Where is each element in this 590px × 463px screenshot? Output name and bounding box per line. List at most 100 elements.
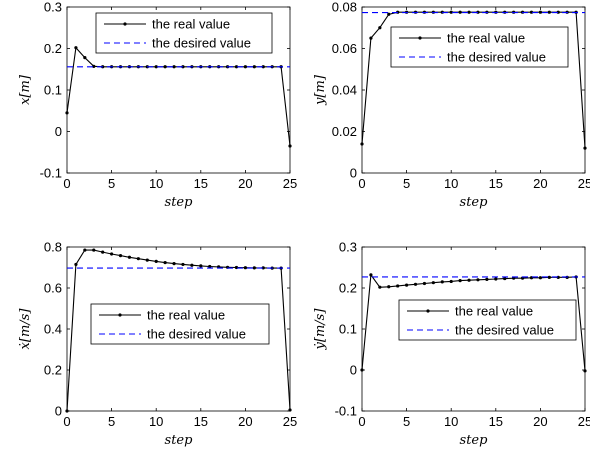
data-point — [181, 262, 185, 267]
data-point — [476, 278, 480, 282]
y-tick-label: 0 — [350, 166, 357, 181]
x-tick-label: 0 — [63, 414, 70, 429]
y-tick-label: 0.4 — [44, 322, 62, 337]
data-point — [360, 142, 364, 146]
y-tick-label: 0.2 — [44, 363, 62, 378]
data-point — [288, 144, 292, 148]
data-point — [190, 263, 194, 267]
legend-swatch-marker — [418, 36, 422, 40]
x-axis-label: step — [460, 433, 489, 448]
chart-panel-2: 0 5 10 15 20 25 0 0.02 0.04 0.06 0.08 step y[m] the r… — [313, 0, 590, 210]
data-point — [118, 254, 123, 258]
x-tick-label: 5 — [403, 176, 410, 191]
y-tick-label: 0.8 — [44, 240, 62, 255]
data-point — [101, 250, 105, 254]
data-point — [234, 65, 239, 69]
data-point — [261, 65, 265, 69]
data-point — [538, 276, 543, 280]
data-point — [431, 281, 435, 285]
data-point — [387, 285, 391, 289]
data-point — [458, 279, 462, 283]
data-point — [83, 56, 87, 60]
y-tick-label: 0.3 — [339, 240, 357, 255]
data-point — [369, 36, 373, 40]
data-point — [65, 409, 69, 413]
data-point — [145, 258, 149, 262]
x-tick-label: 0 — [358, 414, 365, 429]
x-tick-label: 15 — [489, 176, 503, 191]
data-point — [92, 248, 96, 252]
legend-box — [390, 26, 569, 68]
data-point — [369, 273, 373, 277]
y-axis-label: ẏ[m/s] — [313, 308, 328, 351]
y-axis-label: ẋ[m/s] — [18, 308, 33, 350]
y-tick-label: 0.2 — [339, 281, 357, 296]
y-tick-label: 0 — [55, 404, 62, 419]
data-point — [110, 252, 114, 256]
legend-swatch-marker — [426, 309, 430, 313]
legend-swatch-marker — [123, 22, 127, 26]
y-tick-label: 0.1 — [44, 83, 62, 98]
data-point — [252, 266, 256, 270]
legend-label: the real value — [455, 304, 533, 319]
data-point — [405, 283, 409, 287]
data-point — [547, 10, 551, 14]
data-point — [440, 280, 444, 284]
x-tick-label: 20 — [238, 414, 252, 429]
legend-swatch-marker — [118, 313, 122, 317]
x-tick-label: 20 — [238, 176, 252, 191]
data-point — [422, 281, 427, 286]
y-tick-label: 0 — [350, 363, 357, 378]
data-point — [485, 277, 489, 281]
x-tick-label: 10 — [444, 176, 458, 191]
y-tick-label: -0.1 — [40, 166, 62, 181]
data-point — [74, 46, 78, 50]
data-point — [583, 146, 587, 150]
x-tick-label: 20 — [533, 176, 547, 191]
data-point — [163, 260, 167, 265]
y-tick-label: 0.2 — [44, 41, 62, 56]
legend-box — [398, 299, 577, 341]
data-point — [378, 285, 382, 289]
x-tick-label: 10 — [149, 414, 163, 429]
x-tick-label: 5 — [108, 176, 115, 191]
legend-label: the real value — [447, 31, 525, 46]
legend-label: the desired value — [447, 50, 546, 65]
data-point — [458, 10, 462, 14]
y-tick-label: 0.3 — [44, 0, 62, 15]
x-tick-label: 25 — [578, 414, 590, 429]
y-axis-label: x[m] — [18, 74, 33, 105]
data-point — [467, 10, 471, 14]
x-axis-label: step — [165, 195, 194, 210]
data-point — [583, 369, 587, 373]
data-point — [172, 262, 176, 266]
y-tick-label: 0.04 — [332, 83, 357, 98]
data-point — [199, 264, 203, 268]
data-point — [261, 266, 265, 270]
data-point — [467, 278, 471, 282]
y-axis-label: y[m] — [313, 74, 328, 106]
y-tick-label: 0.6 — [44, 281, 62, 296]
legend-label: the desired value — [147, 327, 246, 342]
data-point — [163, 65, 167, 69]
chart-panel-3: 0 5 10 15 20 25 0 0.2 0.4 0.6 0.8 step ẋ[m/s] the rea… — [18, 240, 297, 449]
data-point — [252, 65, 256, 69]
x-tick-label: 15 — [489, 414, 503, 429]
x-tick-label: 10 — [149, 176, 163, 191]
data-point — [74, 262, 78, 267]
data-point — [83, 248, 87, 252]
data-point — [538, 10, 543, 14]
data-point — [208, 264, 212, 269]
legend-label: the real value — [152, 17, 230, 32]
x-tick-label: 0 — [358, 176, 365, 191]
legend-label: the real value — [147, 308, 225, 323]
data-point — [387, 12, 391, 16]
data-point — [378, 26, 382, 30]
x-tick-label: 10 — [444, 414, 458, 429]
data-point — [288, 408, 292, 412]
y-tick-label: 0.1 — [339, 322, 357, 337]
x-tick-label: 25 — [578, 176, 590, 191]
